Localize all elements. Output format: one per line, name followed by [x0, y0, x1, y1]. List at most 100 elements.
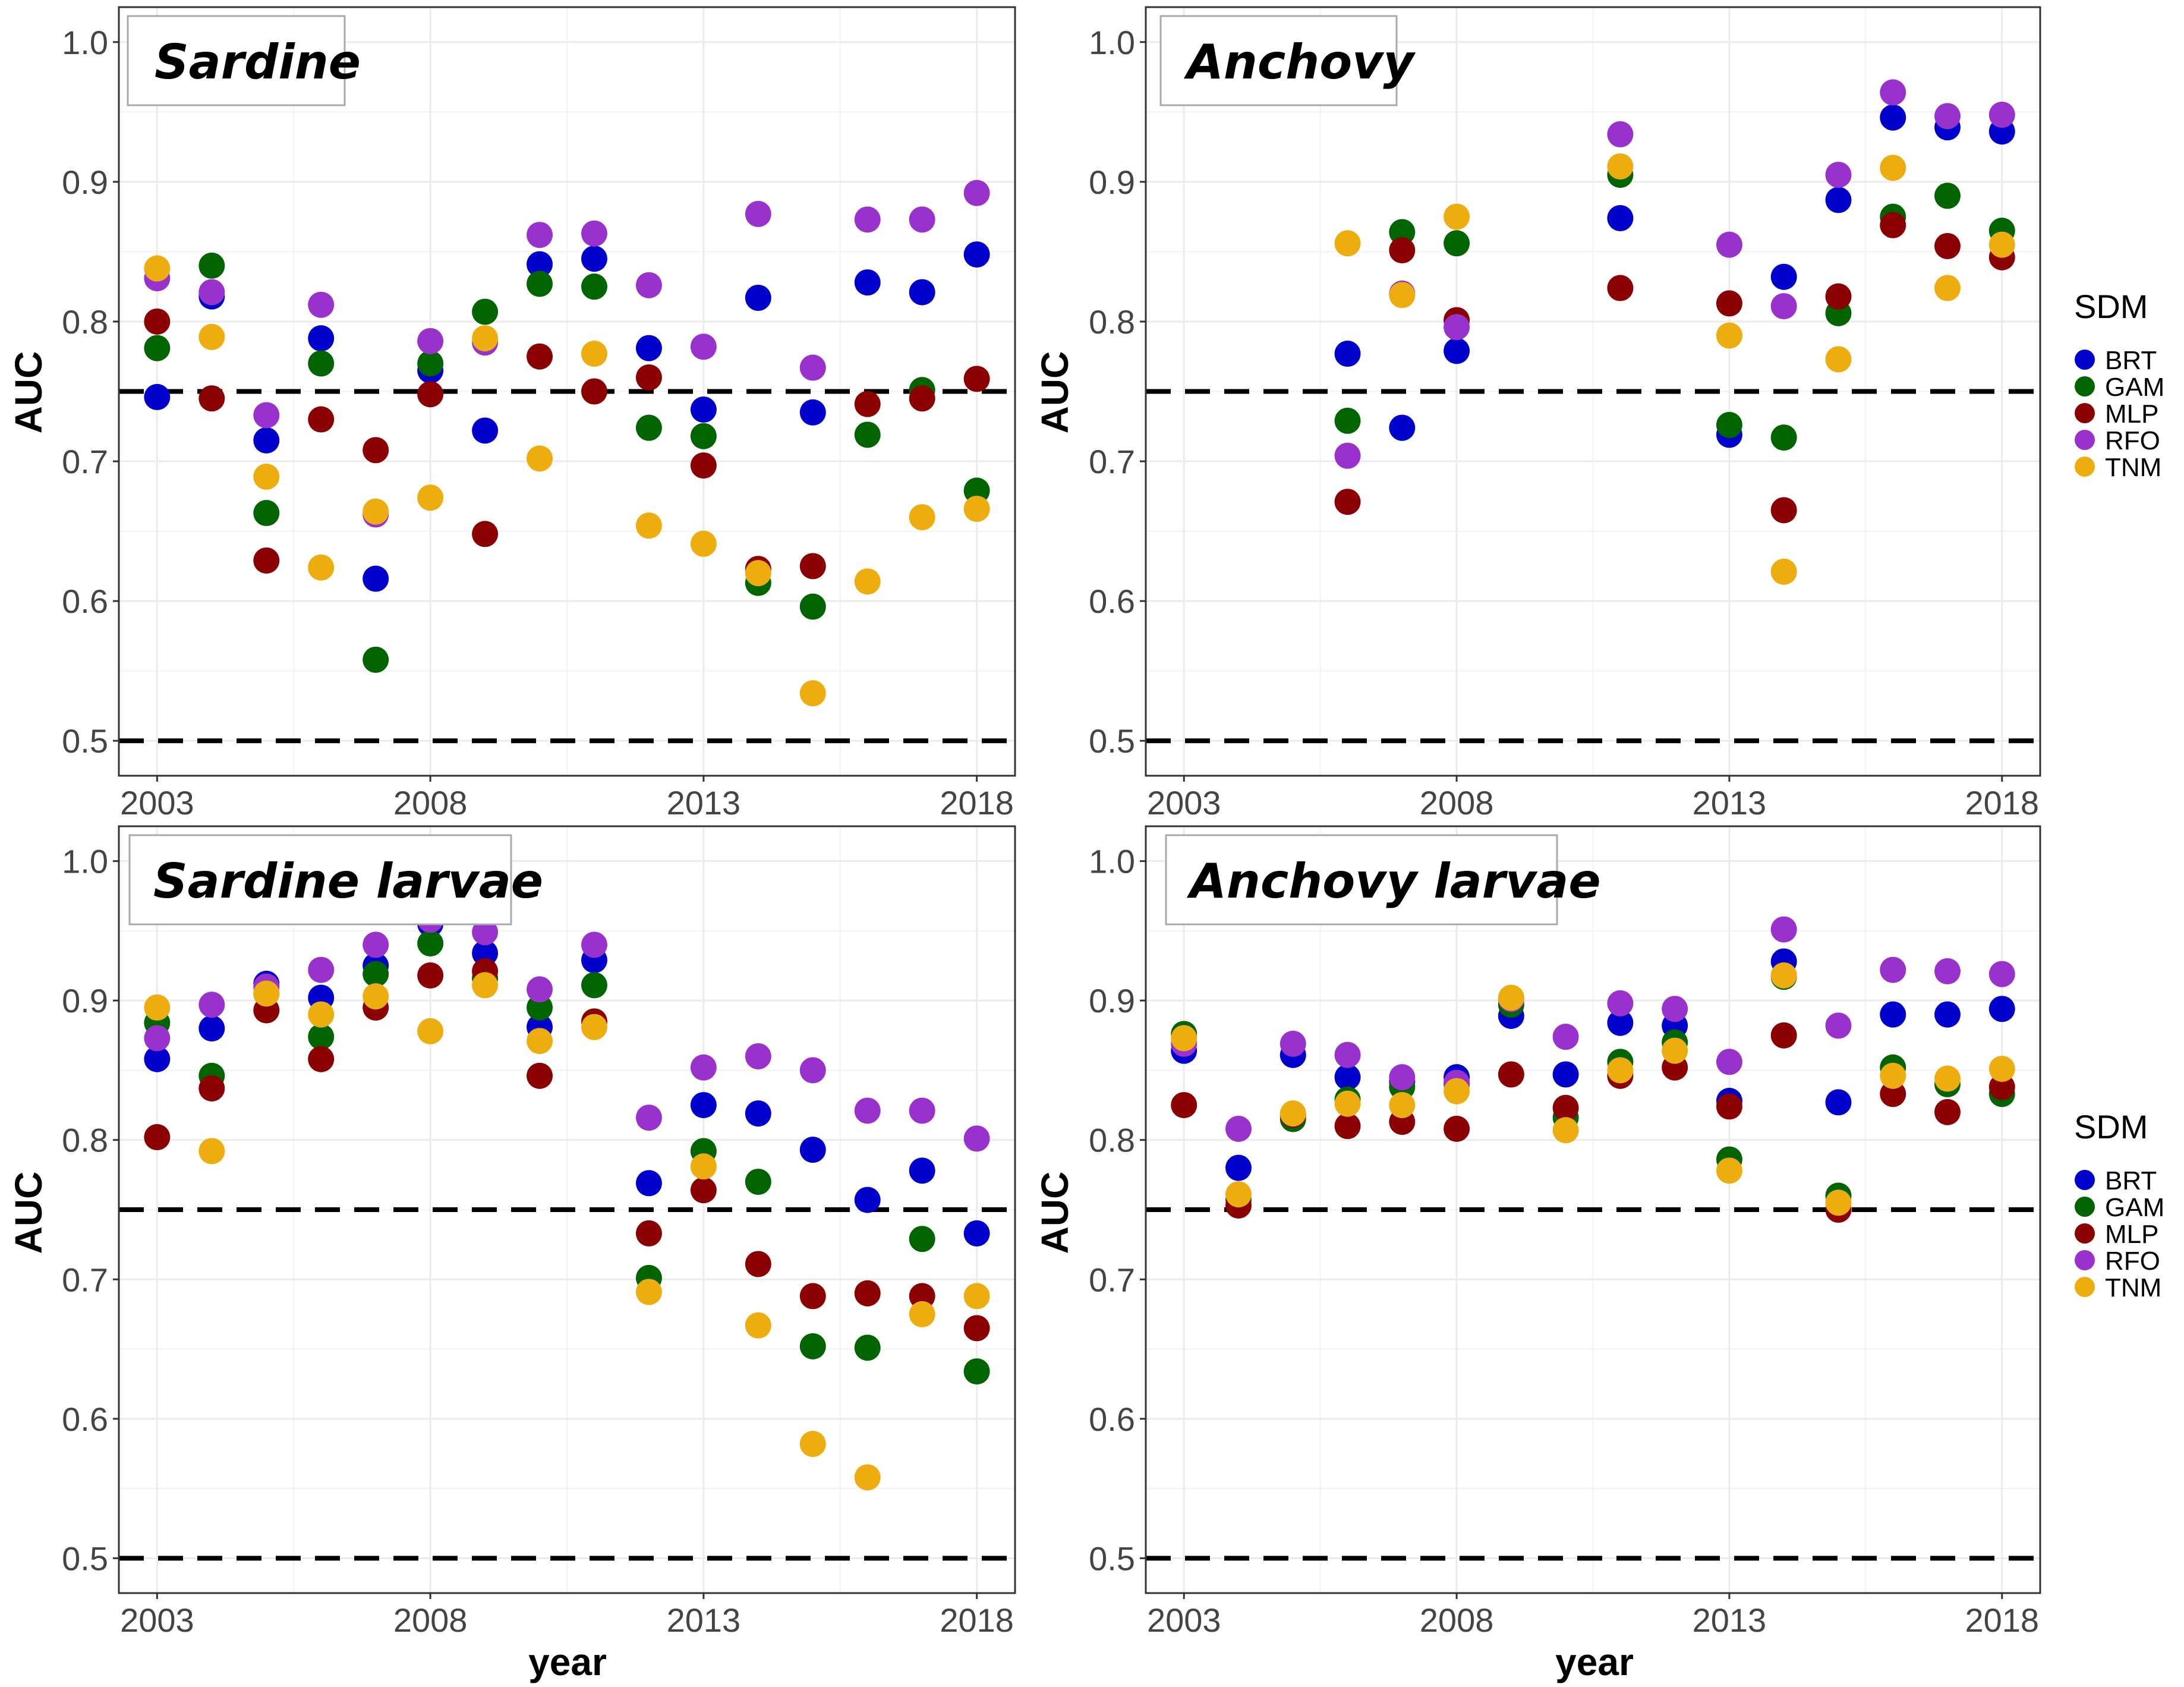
legend-key-tnm: [2075, 457, 2095, 477]
data-point-tnm: [909, 504, 935, 531]
data-point-tnm: [417, 484, 444, 511]
data-point-tnm: [363, 983, 389, 1010]
data-point-mlp: [527, 1062, 553, 1089]
x-tick-label: 2018: [940, 784, 1014, 822]
data-point-gam: [635, 414, 662, 441]
data-point-gam: [198, 252, 225, 279]
panel-sardine-larvae: 0.5 0.6 0.7 0.8 0.9 1.0 2003 2008 2013 2018 Sardin…: [62, 825, 1016, 1639]
data-point-rfo: [1880, 956, 1906, 983]
data-point-brt: [198, 1015, 225, 1042]
data-point-brt: [472, 417, 499, 444]
data-point-mlp: [1880, 1081, 1906, 1107]
data-point-tnm: [1334, 1090, 1361, 1117]
legend-key-rfo: [2075, 430, 2095, 450]
x-tick-label: 2003: [1147, 1601, 1221, 1639]
data-point-tnm: [799, 680, 826, 707]
data-point-mlp: [635, 1220, 662, 1247]
data-point-mlp: [745, 1251, 771, 1277]
legend-label-tnm: TNM: [2105, 453, 2161, 482]
data-point-rfo: [1770, 293, 1797, 320]
panel-title-box: [127, 15, 346, 106]
data-point-rfo: [963, 1125, 990, 1152]
axis-titles-layer: AUC AUC AUC AUC year year: [7, 351, 1634, 1683]
data-point-mlp: [308, 406, 335, 433]
panel-anchovy-larvae: 0.5 0.6 0.7 0.8 0.9 1.0 2003 2008 2013 2018 Anchov…: [1089, 825, 2041, 1639]
data-point-tnm: [635, 512, 662, 539]
data-point-gam: [690, 423, 717, 449]
data-point-rfo: [854, 1097, 881, 1124]
data-point-tnm: [417, 1018, 444, 1044]
y-tick-label: 1.0: [1089, 843, 1135, 880]
data-point-tnm: [144, 994, 171, 1021]
data-point-brt: [909, 1157, 935, 1184]
data-point-tnm: [363, 498, 389, 525]
y-axis-title: AUC: [7, 1172, 50, 1254]
y-tick-label: 0.7: [1089, 443, 1135, 480]
panel-border: [1145, 825, 2041, 1594]
data-point-gam: [417, 930, 444, 957]
data-point-mlp: [799, 1283, 826, 1310]
data-point-gam: [854, 421, 881, 448]
data-point-tnm: [635, 1279, 662, 1305]
data-point-tnm: [198, 1138, 225, 1164]
data-point-tnm: [1825, 1189, 1852, 1216]
data-point-mlp: [1498, 1061, 1524, 1088]
data-point-tnm: [799, 1431, 826, 1458]
data-point-rfo: [1334, 442, 1361, 469]
data-point-mlp: [690, 1177, 717, 1204]
data-point-mlp: [198, 1075, 225, 1101]
data-point-gam: [799, 1333, 826, 1359]
x-axis-title: year: [1555, 1641, 1634, 1683]
data-point-tnm: [1389, 282, 1416, 309]
data-point-rfo: [1552, 1024, 1579, 1050]
data-point-mlp: [144, 308, 171, 335]
data-point-tnm: [1334, 230, 1361, 257]
data-point-gam: [854, 1335, 881, 1361]
data-point-brt: [1825, 187, 1852, 213]
data-point-tnm: [745, 560, 771, 587]
data-point-rfo: [690, 333, 717, 360]
data-point-tnm: [308, 554, 335, 581]
data-point-mlp: [581, 378, 607, 405]
data-point-mlp: [1716, 290, 1742, 317]
y-tick-label: 0.8: [1089, 1122, 1135, 1159]
data-point-rfo: [909, 206, 935, 233]
data-point-tnm: [963, 1283, 990, 1310]
data-point-brt: [1225, 1154, 1252, 1181]
data-point-brt: [144, 383, 171, 410]
data-point-rfo: [1662, 996, 1688, 1022]
data-point-rfo: [1825, 1012, 1852, 1039]
data-point-brt: [581, 246, 607, 272]
data-point-mlp: [799, 553, 826, 580]
data-point-mlp: [363, 437, 389, 464]
data-point-mlp: [635, 364, 662, 391]
data-point-tnm: [1225, 1181, 1252, 1208]
x-tick-label: 2008: [1420, 1601, 1494, 1639]
data-point-gam: [1934, 182, 1961, 209]
data-point-tnm: [1934, 275, 1961, 301]
series-tnm: [1171, 962, 2015, 1216]
data-point-rfo: [1988, 102, 2015, 128]
legend-label-gam: GAM: [2105, 1193, 2164, 1222]
data-point-mlp: [909, 1283, 935, 1310]
data-point-mlp: [1934, 1099, 1961, 1125]
x-tick-label: 2018: [1965, 1601, 2039, 1639]
x-tick-label: 2013: [667, 1601, 741, 1639]
data-point-tnm: [472, 325, 499, 352]
data-point-rfo: [1934, 958, 1961, 984]
data-point-tnm: [1988, 231, 2015, 258]
data-point-rfo: [1880, 79, 1906, 106]
data-point-gam: [799, 593, 826, 620]
data-point-gam: [963, 477, 990, 504]
data-point-tnm: [527, 1028, 553, 1055]
data-point-gam: [363, 646, 389, 673]
data-point-rfo: [1716, 1049, 1742, 1075]
data-point-brt: [1389, 414, 1416, 441]
data-point-mlp: [527, 343, 553, 370]
legend-key-rfo: [2075, 1250, 2095, 1270]
data-point-mlp: [472, 521, 499, 547]
data-point-mlp: [963, 1315, 990, 1342]
data-point-brt: [308, 325, 335, 352]
legend-title: SDM: [2074, 288, 2148, 325]
data-point-mlp: [690, 452, 717, 479]
